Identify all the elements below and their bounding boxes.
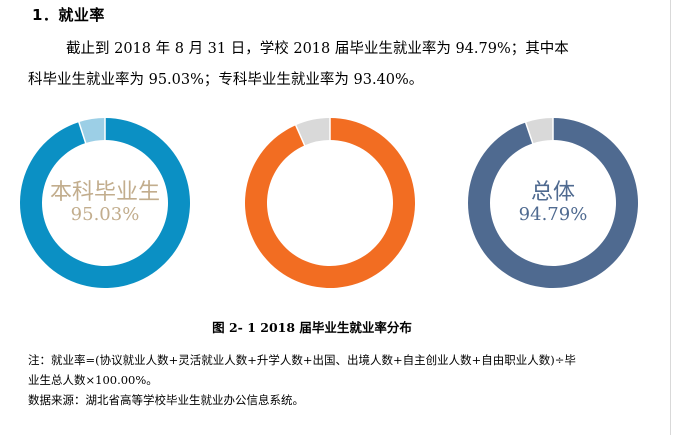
donut-slice-remainder (78, 118, 105, 144)
donut-value: 94.79% (518, 204, 588, 225)
donut-label: 总体 (530, 180, 575, 205)
section-heading: 1．就业率 (32, 6, 105, 24)
paragraph-line-1: 截止到 2018 年 8 月 31 日，学校 2018 届毕业生就业率为 94.… (66, 41, 569, 57)
donut-slice-remainder (525, 118, 553, 144)
donut-svg (468, 118, 638, 288)
donut-svg (245, 118, 415, 288)
note-line-1: 注：就业率=(协议就业人数+灵活就业人数+升学人数+出国、出境人数+自主创业人数… (28, 353, 576, 367)
data-source-line: 数据来源：湖北省高等学校毕业生就业办公信息系统。 (28, 393, 304, 407)
notes-block: 注：就业率=(协议就业人数+灵活就业人数+升学人数+出国、出境人数+自主创业人数… (28, 350, 628, 410)
donut-slice-remainder (295, 118, 330, 146)
donut-chart-junior-college: 专科毕业生 93.40% (245, 118, 415, 288)
donut-svg (20, 118, 190, 288)
page-edge-rule (670, 0, 671, 435)
donut-value: 95.03% (70, 204, 140, 225)
donut-value: 93.40% (295, 202, 365, 223)
note-line-2: 业生总人数×100.00%。 (28, 373, 158, 387)
summary-paragraph: 截止到 2018 年 8 月 31 日，学校 2018 届毕业生就业率为 94.… (28, 34, 628, 96)
figure-caption: 图 2- 1 2018 届毕业生就业率分布 (212, 320, 412, 335)
paragraph-line-2: 科毕业生就业率为 95.03%；专科毕业生就业率为 93.40%。 (28, 72, 424, 88)
slice-separator (77, 120, 87, 145)
donut-label: 本科毕业生 (49, 180, 160, 205)
slice-separator (294, 123, 306, 147)
donut-label: 专科毕业生 (274, 178, 385, 203)
donut-chart-undergraduate: 本科毕业生 95.03% (20, 118, 190, 288)
donut-chart-overall: 总体 94.79% (468, 118, 638, 288)
slice-separator (524, 121, 534, 145)
